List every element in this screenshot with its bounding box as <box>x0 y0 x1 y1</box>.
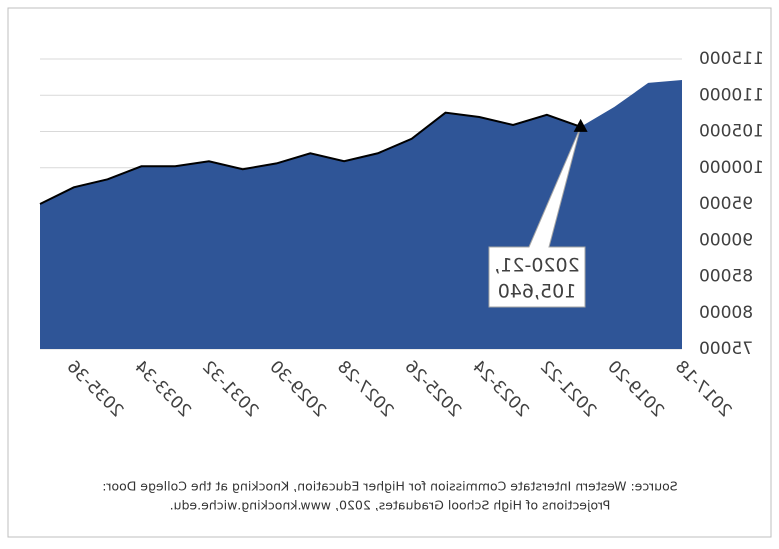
y-tick-label: 95000 <box>699 194 753 214</box>
y-tick-label: 110000 <box>699 85 764 105</box>
source-note: Source: Western Interstate Commission fo… <box>102 479 677 494</box>
line <box>39 111 581 205</box>
y-tick-label: 100000 <box>699 158 764 178</box>
callout <box>488 126 586 308</box>
y-tick-label: 80000 <box>699 303 753 323</box>
marker <box>573 118 588 132</box>
annotation-text: 105,640 <box>498 281 577 303</box>
chart-body: 75000 80000 85000 90000 95000 100000 105000 110… <box>7 7 772 538</box>
y-tick-label: 85000 <box>699 267 753 287</box>
source-note: Projections of High School Graduates, 20… <box>170 498 611 513</box>
annotation-text: 2020-21, <box>494 255 579 277</box>
y-tick-label: 75000 <box>699 339 753 359</box>
y-tick-label: 115000 <box>699 49 764 69</box>
y-tick-label: 90000 <box>699 230 753 250</box>
y-tick-label: 105000 <box>699 122 764 142</box>
